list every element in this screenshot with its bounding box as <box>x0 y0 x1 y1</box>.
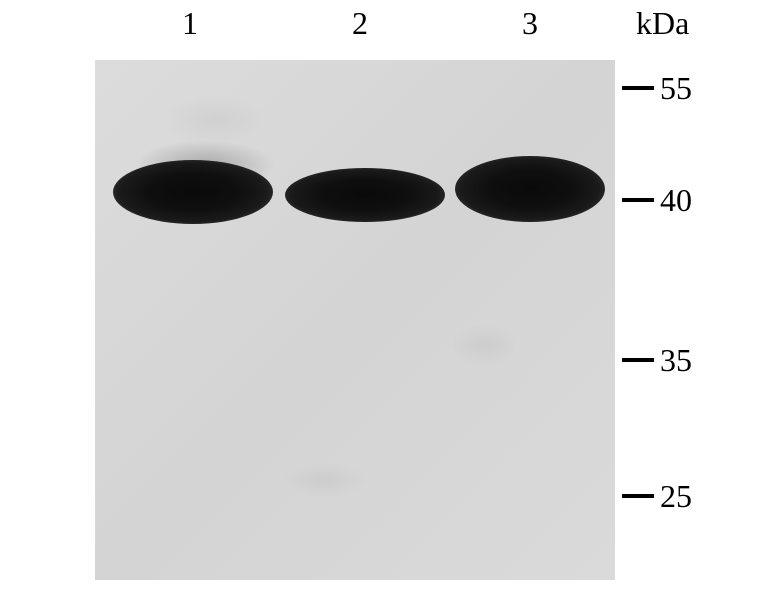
blot-membrane <box>95 60 615 580</box>
marker-tick <box>622 86 654 90</box>
band-lane-3 <box>455 156 605 222</box>
band-lane-1 <box>113 160 273 224</box>
marker-tick <box>622 358 654 362</box>
band-lane-2 <box>285 168 445 222</box>
marker-tick <box>622 198 654 202</box>
blot-noise <box>445 320 525 370</box>
kda-unit-label: kDa <box>636 5 689 42</box>
marker-label-25: 25 <box>660 478 692 515</box>
western-blot-figure: 1 2 3 kDa 55 40 35 25 <box>0 0 761 606</box>
marker-label-40: 40 <box>660 182 692 219</box>
lane-label-3: 3 <box>522 5 538 42</box>
marker-label-55: 55 <box>660 70 692 107</box>
lane-label-1: 1 <box>182 5 198 42</box>
marker-tick <box>622 494 654 498</box>
marker-label-35: 35 <box>660 342 692 379</box>
blot-noise <box>275 460 375 500</box>
lane-label-2: 2 <box>352 5 368 42</box>
